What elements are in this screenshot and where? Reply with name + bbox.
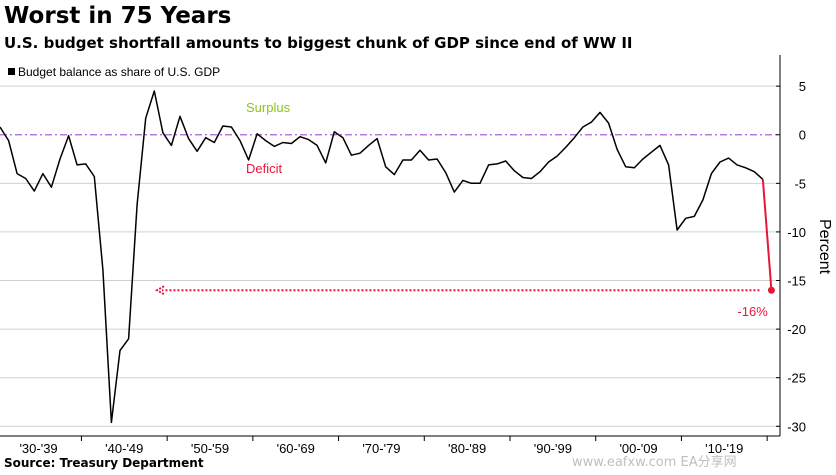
chart-title: Worst in 75 Years (4, 3, 232, 29)
y-tick-label: 5 (799, 79, 806, 94)
source-note: Source: Treasury Department (4, 456, 204, 470)
x-tick-label: '10-'19 (705, 441, 743, 456)
surplus-label: Surplus (246, 100, 291, 115)
x-axis: '30-'39 '40-'49 '50-'59 '60-'69 '70-'79 '80-'… (0, 435, 780, 456)
legend-background (2, 61, 234, 82)
x-tick-label: '80-'89 (448, 441, 486, 456)
x-tick-label: '30-'39 (19, 441, 57, 456)
x-tick-label: '50-'59 (191, 441, 229, 456)
legend: Budget balance as share of U.S. GDP (2, 61, 234, 82)
callout-arrow (154, 285, 760, 296)
callout-label: -16% (737, 304, 768, 319)
y-tick-label: -30 (787, 419, 806, 434)
x-tick-label: '40-'49 (105, 441, 143, 456)
callout-arrowhead (154, 285, 165, 296)
y-tick-label: 0 (799, 128, 806, 143)
legend-swatch (8, 68, 15, 75)
deficit-label: Deficit (246, 161, 283, 176)
legend-label: Budget balance as share of U.S. GDP (18, 65, 220, 79)
y-tick-label: -15 (787, 274, 806, 289)
x-tick-label: '00-'09 (619, 441, 657, 456)
x-tick-label: '90-'99 (534, 441, 572, 456)
x-tick-label: '70-'79 (362, 441, 400, 456)
x-tick-label: '60-'69 (277, 441, 315, 456)
y-tick-label: -5 (794, 176, 806, 191)
y-axis-label: Percent (816, 219, 833, 275)
chart-subtitle: U.S. budget shortfall amounts to biggest… (4, 34, 633, 52)
y-tick-label: -10 (787, 225, 806, 240)
y-tick-label: -20 (787, 322, 806, 337)
series-line-budget-balance (0, 90, 764, 424)
series-line-2020-segment (761, 179, 773, 291)
data-point-2020 (767, 286, 775, 294)
y-axis: 5 0 -5 -10 -15 -20 -25 -30 (776, 55, 806, 436)
grid-lines (0, 85, 780, 427)
watermark: www.eafxw.com EA分享网 (572, 455, 737, 470)
y-tick-label: -25 (787, 371, 806, 386)
